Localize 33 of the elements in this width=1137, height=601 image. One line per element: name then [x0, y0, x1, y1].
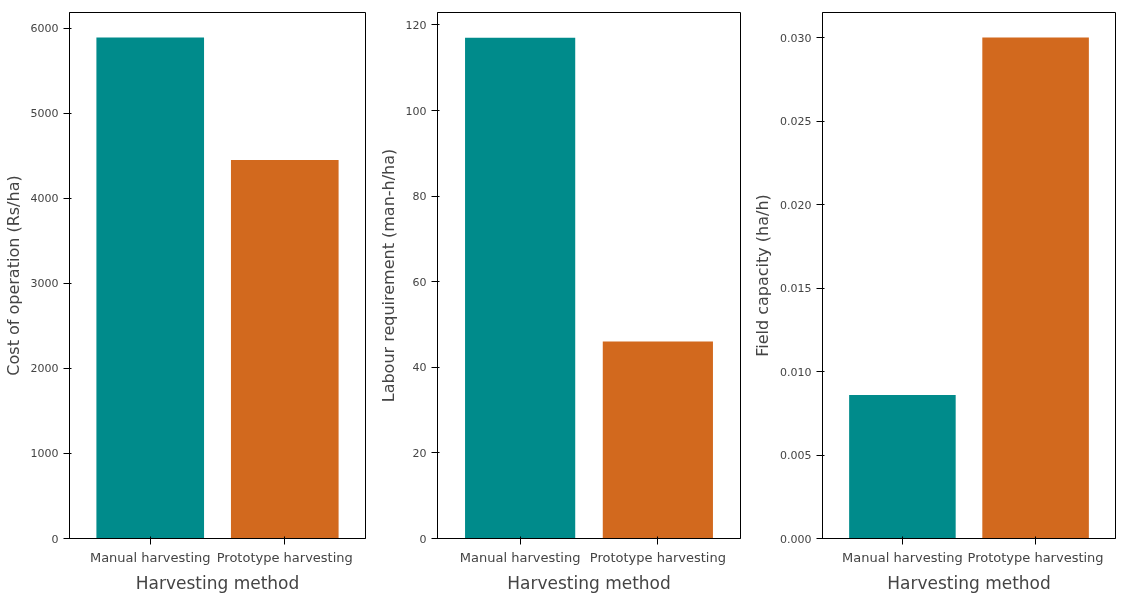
x-axis-title: Harvesting method: [507, 572, 671, 593]
x-tick-label: Manual harvesting: [89, 549, 211, 565]
y-tick-label: 0.005: [780, 449, 812, 463]
y-tick-label: 2000: [30, 362, 59, 376]
y-tick-label: 6000: [30, 22, 59, 36]
x-tick-label: Prototype harvesting: [216, 549, 353, 565]
y-tick-label: 100: [405, 104, 427, 118]
y-tick-label: 0.030: [780, 31, 812, 45]
y-tick-label: 0.025: [780, 115, 812, 129]
x-tick-label: Manual harvesting: [459, 549, 581, 565]
y-tick-label: 4000: [30, 192, 59, 206]
y-tick-label: 3000: [30, 277, 59, 291]
y-tick-label: 0.010: [780, 365, 812, 379]
y-tick-label: 0.015: [780, 282, 812, 296]
y-axis-title: Labour requirement (man-h/ha): [378, 148, 398, 403]
y-tick-label: 120: [405, 18, 427, 32]
y-tick-label: 20: [412, 446, 427, 460]
y-tick-label: 60: [412, 275, 427, 289]
x-tick-label: Manual harvesting: [842, 549, 963, 565]
y-axis-title: Cost of operation (Rs/ha): [3, 175, 23, 376]
y-tick-label: 5000: [30, 107, 59, 121]
y-tick-label: 1000: [30, 447, 59, 461]
y-tick-label: 0.020: [780, 198, 812, 212]
y-tick-label: 0.000: [780, 532, 812, 546]
y-tick-label: 0: [51, 532, 59, 546]
x-axis-title: Harvesting method: [887, 572, 1051, 593]
x-tick-label: Prototype harvesting: [589, 549, 726, 565]
x-tick-label: Prototype harvesting: [967, 549, 1104, 565]
x-axis-title: Harvesting method: [135, 572, 300, 593]
y-tick-label: 80: [412, 190, 427, 204]
y-tick-label: 0: [419, 532, 427, 546]
y-tick-label: 40: [412, 361, 427, 375]
y-axis-title: Field capacity (ha/h): [753, 194, 773, 357]
